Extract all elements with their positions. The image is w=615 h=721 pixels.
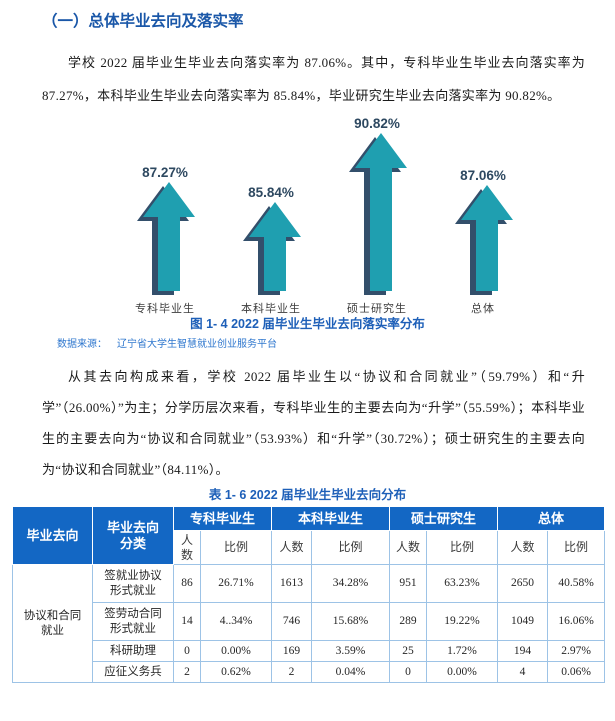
header-destination: 毕业去向 bbox=[12, 506, 93, 565]
data-source-label: 数据来源： bbox=[57, 339, 107, 350]
header-ratio: 比例 bbox=[547, 530, 606, 565]
cell-count: 1613 bbox=[271, 564, 313, 603]
cell-ratio: 2.97% bbox=[547, 640, 606, 662]
cell-ratio: 63.23% bbox=[426, 564, 499, 603]
up-arrow-shape bbox=[455, 185, 513, 295]
cell-count: 0 bbox=[389, 661, 428, 683]
cell-count: 86 bbox=[173, 564, 201, 603]
chart-category-label: 总体 bbox=[471, 303, 495, 315]
cell-ratio: 19.22% bbox=[426, 602, 499, 641]
cell-ratio: 40.58% bbox=[547, 564, 606, 603]
cell-category: 应征义务兵 bbox=[92, 661, 174, 683]
header-category: 毕业去向分类 bbox=[92, 506, 174, 565]
up-arrow-shape bbox=[243, 202, 301, 295]
header-ratio: 比例 bbox=[199, 530, 273, 565]
cell-ratio: 16.06% bbox=[547, 602, 606, 641]
cell-count: 14 bbox=[173, 602, 201, 641]
cell-ratio: 4..34% bbox=[199, 602, 273, 641]
figure-caption: 图 1- 4 2022 届毕业生毕业去向落实率分布 bbox=[190, 317, 425, 331]
cell-ratio: 15.68% bbox=[311, 602, 391, 641]
table-row: 协议和合同就业 签就业协议形式就业 86 26.71% 1613 34.28% … bbox=[12, 564, 606, 683]
cell-destination-group: 协议和合同就业 bbox=[12, 564, 93, 683]
header-group-zongti: 总体 bbox=[497, 506, 606, 531]
cell-count: 2 bbox=[271, 661, 313, 683]
header-group-shuoshi: 硕士研究生 bbox=[389, 506, 499, 531]
cell-count: 2650 bbox=[497, 564, 549, 603]
cell-count: 289 bbox=[389, 602, 428, 641]
cell-count: 746 bbox=[271, 602, 313, 641]
header-count: 人数 bbox=[389, 530, 428, 565]
employment-rate-arrow-chart: 87.27% 专科毕业生 85.84% 本科毕业生 90.82% 硕士研究生 87.06% 总… bbox=[112, 112, 536, 316]
chart-value-label: 87.06% bbox=[460, 168, 506, 183]
cell-category: 科研助理 bbox=[92, 640, 174, 662]
paragraph-overview: 学校 2022 届毕业生毕业去向落实率为 87.06%。其中，专科毕业生毕业去向… bbox=[42, 55, 585, 103]
cell-count: 169 bbox=[271, 640, 313, 662]
cell-ratio: 34.28% bbox=[311, 564, 391, 603]
cell-ratio: 0.00% bbox=[426, 661, 499, 683]
cell-ratio: 0.00% bbox=[199, 640, 273, 662]
up-arrow-shape bbox=[137, 182, 195, 295]
cell-count: 0 bbox=[173, 640, 201, 662]
header-group-benke: 本科毕业生 bbox=[271, 506, 391, 531]
header-count: 人数 bbox=[497, 530, 549, 565]
header-count: 人数 bbox=[271, 530, 313, 565]
chart-category-label: 专科毕业生 bbox=[135, 303, 195, 315]
chart-arrow: 85.84% 本科毕业生 bbox=[218, 185, 324, 316]
cell-ratio: 26.71% bbox=[199, 564, 273, 603]
chart-value-label: 90.82% bbox=[354, 116, 400, 131]
chart-category-label: 本科毕业生 bbox=[241, 303, 301, 315]
data-source-line: 数据来源： 辽宁省大学生智慧就业创业服务平台 bbox=[57, 338, 615, 351]
chart-value-label: 85.84% bbox=[248, 185, 294, 200]
table-caption: 表 1- 6 2022 届毕业生毕业去向分布 bbox=[208, 488, 407, 502]
header-ratio: 比例 bbox=[311, 530, 391, 565]
cell-count: 951 bbox=[389, 564, 428, 603]
destination-table: 毕业去向 毕业去向分类 专科毕业生 本科毕业生 硕士研究生 总体 人数 比例 人… bbox=[12, 506, 606, 683]
paragraph-composition: 从其去向构成来看，学校 2022 届毕业生以“协议和合同就业”（59.79%）和… bbox=[42, 369, 585, 477]
chart-arrow: 87.06% 总体 bbox=[430, 168, 536, 316]
cell-category: 签劳动合同形式就业 bbox=[92, 602, 174, 641]
table-row: 科研助理 0 0.00% 169 3.59% 25 1.72% 194 2.97… bbox=[13, 640, 606, 662]
cell-count: 1049 bbox=[497, 602, 549, 641]
table-row: 签劳动合同形式就业 14 4..34% 746 15.68% 289 19.22… bbox=[13, 602, 606, 641]
header-group-zhuanke: 专科毕业生 bbox=[172, 506, 273, 531]
up-arrow-shape bbox=[349, 133, 407, 295]
header-ratio: 比例 bbox=[426, 530, 499, 565]
data-source-value: 辽宁省大学生智慧就业创业服务平台 bbox=[117, 339, 277, 350]
table-row: 应征义务兵 2 0.62% 2 0.04% 0 0.00% 4 0.06% bbox=[13, 661, 606, 683]
cell-ratio: 0.06% bbox=[547, 661, 606, 683]
cell-ratio: 1.72% bbox=[426, 640, 499, 662]
chart-arrow: 87.27% 专科毕业生 bbox=[112, 165, 218, 316]
cell-count: 2 bbox=[173, 661, 201, 683]
chart-arrow: 90.82% 硕士研究生 bbox=[324, 116, 430, 316]
cell-count: 4 bbox=[497, 661, 549, 683]
cell-count: 194 bbox=[497, 640, 549, 662]
cell-ratio: 3.59% bbox=[311, 640, 391, 662]
chart-value-label: 87.27% bbox=[142, 165, 188, 180]
cell-category: 签就业协议形式就业 bbox=[92, 564, 174, 603]
cell-ratio: 0.62% bbox=[199, 661, 273, 683]
section-title: （一）总体毕业去向及落实率 bbox=[42, 13, 244, 30]
cell-count: 25 bbox=[389, 640, 428, 662]
header-count: 人数 bbox=[173, 530, 201, 565]
cell-ratio: 0.04% bbox=[311, 661, 391, 683]
chart-category-label: 硕士研究生 bbox=[347, 303, 407, 315]
